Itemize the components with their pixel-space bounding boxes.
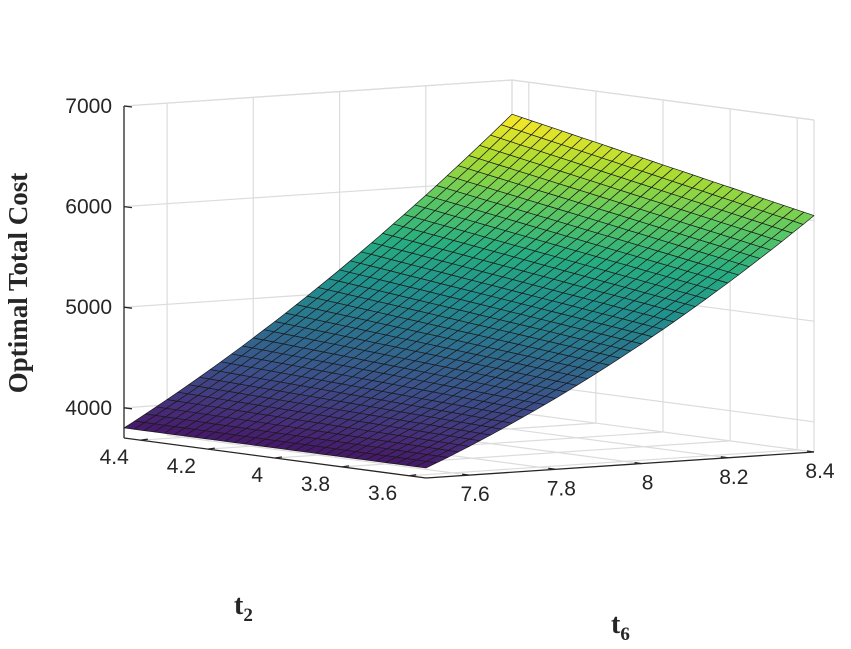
y-tick-label: 4.2	[167, 455, 196, 478]
x-tick-mark	[634, 461, 642, 465]
surface-plot	[123, 113, 815, 469]
z-tick-mark	[123, 407, 133, 410]
y-tick-mark	[140, 438, 148, 441]
x-tick-mark	[548, 467, 556, 470]
x-tick-label: 8.4	[805, 460, 835, 483]
y-tick-mark	[409, 474, 417, 477]
y-axis-label: t2	[234, 590, 253, 626]
axes	[123, 105, 815, 479]
z-tick-mark	[123, 205, 133, 209]
y-tick-label: 3.6	[368, 482, 397, 505]
y-tick-mark	[207, 447, 215, 450]
y-axis-label-subscript: 2	[243, 605, 253, 626]
y-gridline-floor-0	[409, 449, 798, 477]
y-tick-label: 4	[251, 464, 263, 487]
y-axis-label-base: t	[234, 590, 244, 621]
x-axis-label-base: t	[611, 609, 621, 640]
x-tick-label: 7.8	[547, 477, 576, 500]
x-axis-line	[425, 451, 815, 479]
z-tick-label: 6000	[65, 196, 112, 219]
z-axis-label: Optimal Total Cost	[3, 173, 33, 394]
z-tick-label: 4000	[65, 397, 112, 420]
x-tick-mark	[720, 456, 728, 459]
x-tick-mark	[462, 473, 470, 476]
y-tick-mark	[274, 456, 283, 459]
box-top-left-edge	[123, 79, 513, 107]
surface-patch	[792, 211, 815, 225]
x-tick-label: 7.6	[460, 483, 489, 506]
x-tick-label: 8	[642, 472, 654, 495]
x-tick-mark	[806, 450, 815, 453]
z-tick-label: 5000	[65, 296, 112, 319]
z-tick-mark	[123, 105, 133, 108]
z-tick-mark	[123, 306, 133, 309]
tick-labels: 4000 5000 6000 7000 3.6 3.8 4 4.2 4.4 7.6 7.8 8 8.2 8…	[65, 95, 835, 506]
x-tick-label: 8.2	[719, 466, 748, 489]
x-axis-label: t6	[611, 609, 630, 645]
y-tick-mark	[342, 465, 350, 468]
y-tick-label: 4.4	[100, 446, 130, 469]
box-top-right-edge	[511, 79, 815, 121]
z-tick-label: 7000	[65, 95, 112, 118]
y-tick-label: 3.8	[301, 473, 330, 496]
x-axis-label-subscript: 6	[620, 624, 630, 645]
